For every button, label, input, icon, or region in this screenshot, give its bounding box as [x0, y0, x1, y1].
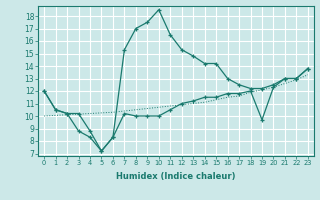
X-axis label: Humidex (Indice chaleur): Humidex (Indice chaleur) — [116, 172, 236, 181]
